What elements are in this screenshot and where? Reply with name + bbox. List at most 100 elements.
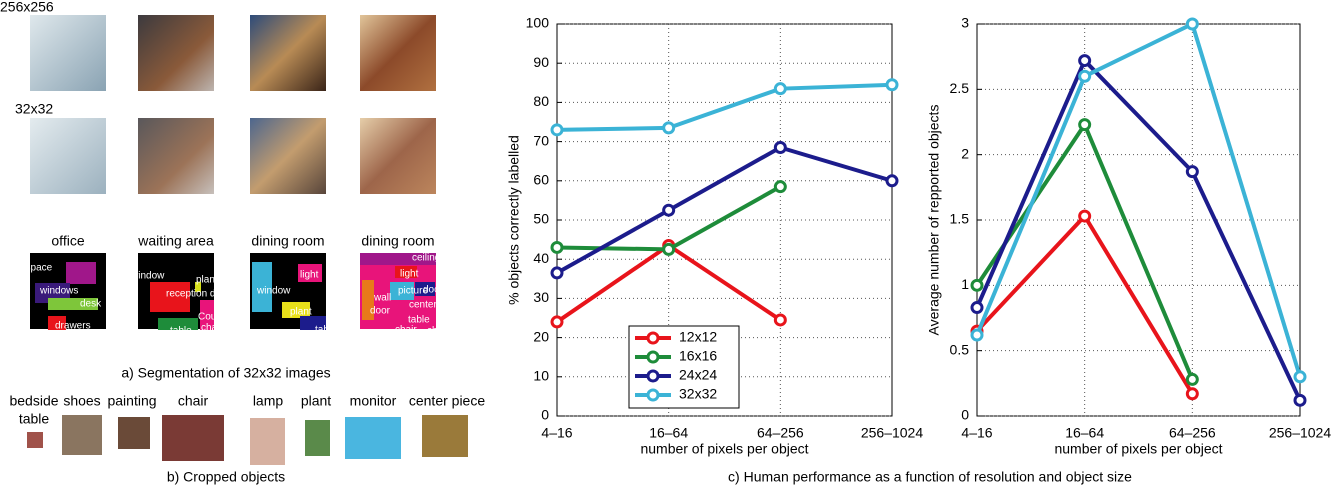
series-line [975, 21, 1302, 378]
y-tick-label: 10 [533, 368, 549, 384]
data-point [1293, 393, 1307, 407]
segment-label: Couche [198, 312, 233, 323]
x-tick-label: 16–64 [649, 425, 688, 441]
segment-label: cture [452, 287, 475, 298]
segment-label: window [130, 271, 165, 282]
object-label: center piece [409, 393, 485, 409]
chart: 0 0.5 1 1.5 2 2.5 3 4–16 16–64 64–256 256–1024 numb… [926, 15, 1332, 457]
scene-label: dining room [361, 233, 434, 249]
y-tick-label: 2.5 [950, 80, 970, 96]
y-axis-label: Average number of repported objects [926, 105, 942, 336]
segment-label: wall [373, 293, 391, 304]
data-point [662, 203, 676, 217]
data-point [550, 315, 564, 329]
segment-label: light [400, 269, 419, 280]
object-label: monitor [350, 393, 397, 409]
x-tick-label: 4–16 [961, 425, 992, 441]
segment-label: chair [452, 319, 474, 330]
data-point [1185, 372, 1199, 386]
photo-lowres [360, 118, 436, 194]
object-label: lamp [253, 393, 284, 409]
x-tick-label: 16–64 [1065, 425, 1104, 441]
data-point [970, 328, 984, 342]
size-label: 32x32 [15, 101, 53, 117]
scene-label: waiting area [137, 233, 214, 249]
x-axis-label: number of pixels per object [1054, 441, 1222, 457]
y-tick-label: 0 [541, 407, 549, 423]
data-point [773, 140, 787, 154]
data-point [550, 266, 564, 280]
y-tick-label: 40 [533, 250, 549, 266]
data-point [885, 78, 899, 92]
data-point [550, 123, 564, 137]
chart: 0 10 20 30 40 50 60 70 80 90 100 4–16 16–64 64–256 256… [506, 15, 924, 457]
segment-label: chair [395, 325, 417, 336]
scene-label: office [51, 233, 84, 249]
x-tick-label: 256–1024 [1269, 425, 1332, 441]
y-tick-label: 3 [961, 15, 969, 31]
photo [360, 15, 436, 91]
data-point [970, 301, 984, 315]
data-point [1078, 118, 1092, 132]
segment-label: chair [427, 326, 449, 337]
x-tick-label: 64–256 [757, 425, 804, 441]
data-point [1185, 17, 1199, 31]
photo [250, 15, 326, 91]
y-tick-label: 100 [526, 15, 550, 31]
object-label: shoes [63, 393, 100, 409]
legend-label: 24x24 [679, 367, 717, 383]
object-label: table [19, 411, 50, 427]
y-tick-label: 1 [961, 276, 969, 292]
segment-label: desk [80, 299, 102, 310]
object-label: plant [301, 393, 331, 409]
data-point [550, 240, 564, 254]
photo [30, 15, 106, 91]
x-tick-label: 256–1024 [861, 425, 924, 441]
series-line [975, 57, 1302, 402]
segment-label: windows [39, 286, 78, 297]
data-point [885, 174, 899, 188]
caption: c) Human performance as a function of re… [728, 469, 1132, 485]
y-axis-label: % objects correctly labelled [506, 135, 522, 305]
photo-lowres [138, 118, 214, 194]
y-tick-label: 50 [533, 211, 549, 227]
photo-lowres [250, 118, 326, 194]
segment-label: drawers [55, 321, 91, 332]
data-point [1185, 165, 1199, 179]
caption: b) Cropped objects [167, 469, 285, 485]
x-axis-label: number of pixels per object [640, 441, 808, 457]
segment-label: chairs [201, 323, 228, 334]
y-tick-label: 1.5 [950, 211, 970, 227]
segment-label: light [300, 270, 319, 281]
y-tick-label: 90 [533, 54, 549, 70]
photo [138, 15, 214, 91]
data-point [1078, 54, 1092, 68]
y-tick-label: 20 [533, 328, 549, 344]
data-point [773, 313, 787, 327]
legend-marker [646, 331, 660, 345]
legend-marker [646, 350, 660, 364]
data-point [662, 242, 676, 256]
segment-label: wall-space [4, 263, 53, 274]
segmentation-maps [30, 253, 436, 330]
legend-label: 12x12 [679, 329, 717, 345]
data-point [662, 121, 676, 135]
caption: a) Segmentation of 32x32 images [121, 365, 330, 381]
legend-label: 16x16 [679, 348, 717, 364]
segment-label: ceiling [412, 253, 440, 264]
x-tick-label: 64–256 [1169, 425, 1216, 441]
data-point [1078, 209, 1092, 223]
series-line [556, 82, 893, 132]
y-tick-label: 2 [961, 145, 969, 161]
segment-label: floor [440, 344, 460, 355]
segment-label: window [256, 286, 291, 297]
y-tick-label: 70 [533, 132, 549, 148]
y-tick-label: 80 [533, 93, 549, 109]
object-label: chair [178, 393, 209, 409]
segment-label: table [408, 315, 430, 326]
segment-label: table [315, 325, 337, 336]
series-line [556, 145, 893, 275]
segment-label: doors [423, 285, 448, 296]
segment-label: door [370, 306, 391, 317]
data-point [773, 180, 787, 194]
